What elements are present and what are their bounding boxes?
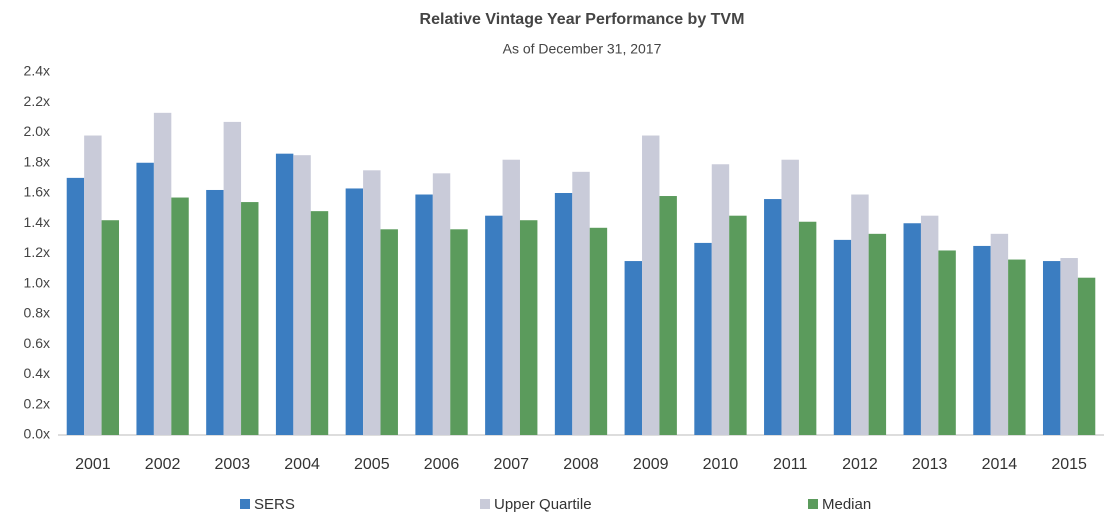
bar [206, 189, 224, 435]
x-tick-label: 2008 [563, 456, 599, 473]
bar [938, 250, 956, 435]
bar [694, 242, 712, 435]
bar [275, 153, 294, 436]
x-tick-label: 2015 [1051, 456, 1087, 473]
bar [781, 159, 799, 435]
y-tick-label: 1.0x [24, 274, 50, 290]
x-tick-label: 2001 [75, 456, 111, 473]
bar [833, 239, 852, 435]
y-tick-label: 0.2x [24, 395, 50, 411]
y-tick-label: 2.2x [24, 93, 50, 109]
bar [572, 171, 590, 435]
bar [136, 162, 154, 435]
x-tick-label: 2004 [284, 456, 320, 473]
bar [223, 121, 242, 435]
bar [502, 159, 520, 435]
y-tick-label: 1.4x [24, 214, 50, 230]
bar [241, 202, 259, 435]
chart-subtitle: As of December 31, 2017 [503, 41, 662, 57]
x-tick-label: 2003 [215, 456, 251, 473]
bar [1077, 277, 1096, 435]
legend-swatch [808, 499, 818, 509]
legend-label: SERS [254, 496, 295, 513]
x-tick-label: 2005 [354, 456, 390, 473]
x-tick-label: 2007 [493, 456, 529, 473]
bar [432, 173, 451, 435]
bar [1060, 258, 1078, 435]
x-tick-label: 2014 [982, 456, 1018, 473]
legend-swatch [480, 499, 490, 509]
bar [659, 196, 677, 435]
y-tick-label: 2.0x [24, 123, 50, 139]
y-tick-label: 0.6x [24, 335, 50, 351]
bar [851, 194, 869, 435]
y-tick-label: 1.8x [24, 153, 50, 169]
y-tick-label: 0.0x [24, 426, 50, 442]
bar [903, 223, 921, 435]
chart-title: Relative Vintage Year Performance by TVM [420, 11, 745, 28]
x-tick-label: 2002 [145, 456, 181, 473]
bar [868, 233, 887, 435]
bar [1042, 261, 1061, 435]
bar [293, 155, 311, 435]
legend-label: Median [822, 496, 871, 513]
bar [519, 220, 538, 435]
x-tick-label: 2010 [703, 456, 739, 473]
bar [84, 135, 102, 435]
y-tick-label: 1.2x [24, 244, 50, 260]
y-tick-label: 0.8x [24, 305, 50, 321]
x-tick-label: 2009 [633, 456, 669, 473]
bar [920, 215, 939, 435]
bar [485, 215, 503, 435]
bar [380, 229, 398, 435]
bar [798, 221, 817, 435]
bar [153, 112, 172, 436]
bar [171, 197, 189, 435]
x-tick-label: 2012 [842, 456, 878, 473]
bar [642, 135, 660, 435]
x-tick-label: 2013 [912, 456, 948, 473]
y-tick-label: 0.4x [24, 365, 50, 381]
bar [973, 245, 991, 435]
bar [764, 199, 782, 435]
bar [711, 164, 730, 435]
bar [310, 211, 329, 435]
bar [624, 261, 643, 435]
legend-label: Upper Quartile [494, 496, 592, 513]
bar [415, 194, 433, 435]
bar [66, 177, 85, 435]
x-tick-label: 2011 [773, 456, 808, 473]
x-tick-label: 2006 [424, 456, 460, 473]
bar [363, 170, 381, 435]
bar [1008, 259, 1026, 435]
bar [450, 229, 468, 435]
bar [554, 193, 573, 435]
y-tick-label: 1.6x [24, 184, 50, 200]
bar [990, 233, 1009, 435]
bar [101, 220, 120, 435]
legend-swatch [240, 499, 250, 509]
y-tick-label: 2.4x [24, 63, 50, 79]
bar [589, 227, 608, 435]
bar [729, 215, 747, 435]
bar [345, 188, 364, 435]
